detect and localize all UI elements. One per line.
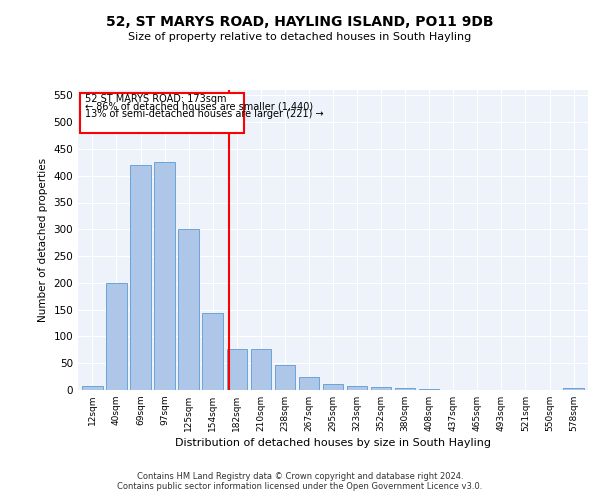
Bar xyxy=(563,388,584,390)
Bar xyxy=(80,92,244,133)
Text: ← 86% of detached houses are smaller (1,440): ← 86% of detached houses are smaller (1,… xyxy=(85,102,313,112)
Bar xyxy=(154,162,175,390)
Bar xyxy=(347,386,367,390)
Bar xyxy=(251,350,271,390)
Bar xyxy=(106,283,127,390)
X-axis label: Distribution of detached houses by size in South Hayling: Distribution of detached houses by size … xyxy=(175,438,491,448)
Bar xyxy=(299,376,319,390)
Bar xyxy=(227,350,247,390)
Bar xyxy=(371,388,391,390)
Text: 52 ST MARYS ROAD: 173sqm: 52 ST MARYS ROAD: 173sqm xyxy=(85,94,227,104)
Bar xyxy=(395,388,415,390)
Text: 13% of semi-detached houses are larger (221) →: 13% of semi-detached houses are larger (… xyxy=(85,110,324,120)
Bar xyxy=(275,365,295,390)
Bar xyxy=(323,384,343,390)
Bar xyxy=(419,389,439,390)
Text: Size of property relative to detached houses in South Hayling: Size of property relative to detached ho… xyxy=(128,32,472,42)
Bar xyxy=(82,386,103,390)
Bar xyxy=(202,314,223,390)
Bar xyxy=(178,230,199,390)
Bar xyxy=(130,165,151,390)
Text: Contains public sector information licensed under the Open Government Licence v3: Contains public sector information licen… xyxy=(118,482,482,491)
Y-axis label: Number of detached properties: Number of detached properties xyxy=(38,158,48,322)
Text: Contains HM Land Registry data © Crown copyright and database right 2024.: Contains HM Land Registry data © Crown c… xyxy=(137,472,463,481)
Text: 52, ST MARYS ROAD, HAYLING ISLAND, PO11 9DB: 52, ST MARYS ROAD, HAYLING ISLAND, PO11 … xyxy=(106,15,494,29)
